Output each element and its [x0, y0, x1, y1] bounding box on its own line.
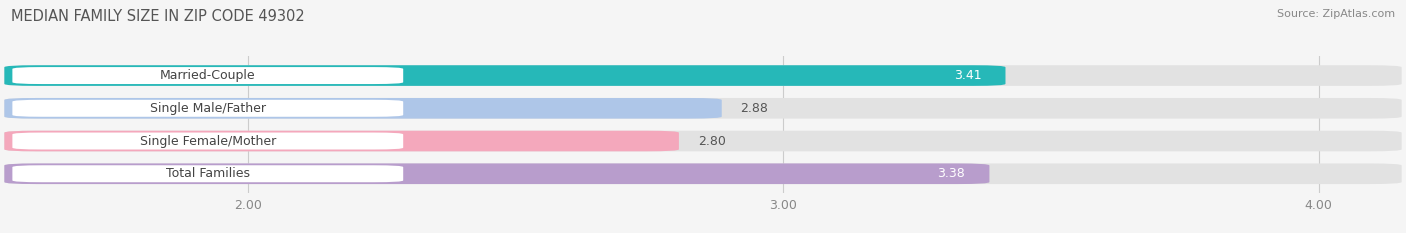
Text: 2.80: 2.80 [697, 134, 725, 147]
FancyBboxPatch shape [13, 165, 404, 182]
FancyBboxPatch shape [4, 131, 679, 151]
Text: 3.38: 3.38 [938, 167, 966, 180]
FancyBboxPatch shape [4, 65, 1402, 86]
FancyBboxPatch shape [13, 100, 404, 117]
FancyBboxPatch shape [4, 131, 1402, 151]
FancyBboxPatch shape [13, 67, 404, 84]
FancyBboxPatch shape [13, 133, 404, 150]
Text: Total Families: Total Families [166, 167, 250, 180]
Text: Source: ZipAtlas.com: Source: ZipAtlas.com [1277, 9, 1395, 19]
Text: Single Male/Father: Single Male/Father [150, 102, 266, 115]
FancyBboxPatch shape [4, 65, 1005, 86]
FancyBboxPatch shape [4, 98, 721, 119]
Text: 3.41: 3.41 [953, 69, 981, 82]
Text: Single Female/Mother: Single Female/Mother [139, 134, 276, 147]
Text: MEDIAN FAMILY SIZE IN ZIP CODE 49302: MEDIAN FAMILY SIZE IN ZIP CODE 49302 [11, 9, 305, 24]
Text: Married-Couple: Married-Couple [160, 69, 256, 82]
FancyBboxPatch shape [4, 163, 1402, 184]
FancyBboxPatch shape [4, 98, 1402, 119]
Text: 2.88: 2.88 [741, 102, 768, 115]
FancyBboxPatch shape [4, 163, 990, 184]
